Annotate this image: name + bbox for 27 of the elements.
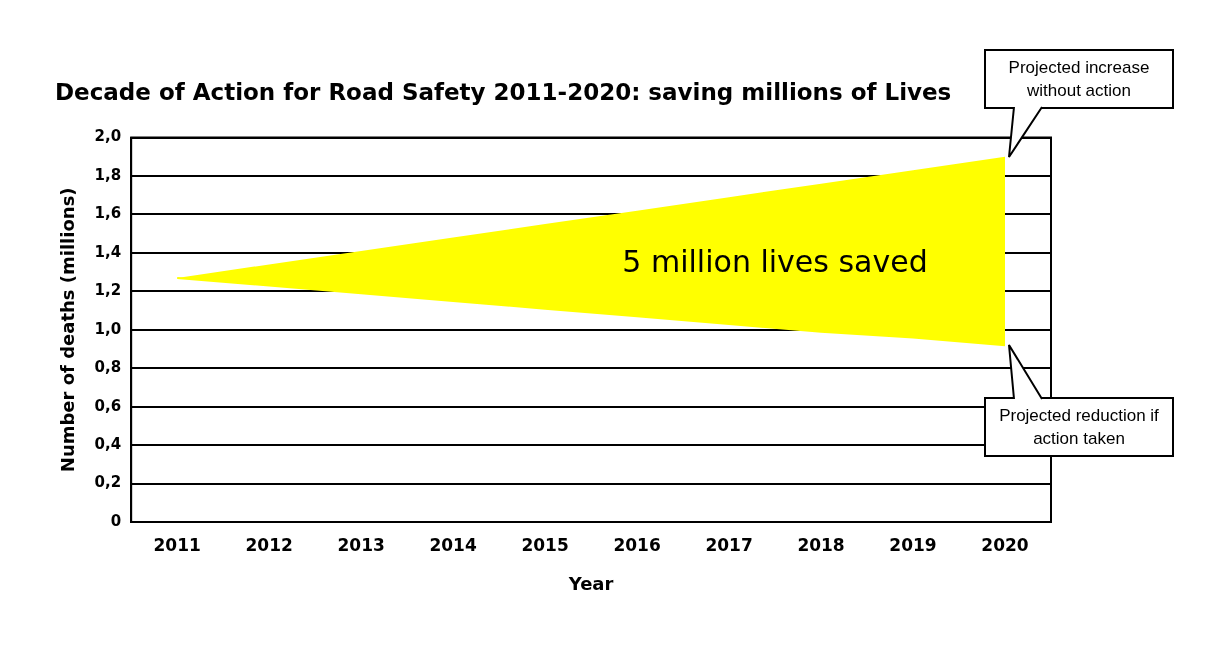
y-tick-label: 0,6 <box>94 396 122 415</box>
text: Projected increase without action <box>984 48 1174 109</box>
x-tick-label: 2018 <box>797 534 845 555</box>
x-tick-label: 2016 <box>613 534 661 555</box>
y-axis-title: Number of deaths (millions) <box>57 187 79 473</box>
chart-title: Decade of Action for Road Safety 2011-2020: saving millions of Lives <box>55 78 952 105</box>
x-axis-title: Year <box>567 572 614 594</box>
y-tick-label: 0,4 <box>94 435 122 454</box>
y-tick-label: 1,2 <box>94 281 122 300</box>
x-tick-label: 2019 <box>889 534 937 555</box>
y-tick-label: 2,0 <box>94 127 122 146</box>
x-tick-label: 2020 <box>981 534 1029 555</box>
x-tick-label: 2013 <box>337 534 385 555</box>
x-tick-label: 2011 <box>153 534 201 555</box>
x-tick-label: 2014 <box>429 534 477 555</box>
x-tick-label: 2017 <box>705 534 753 555</box>
annotation: Projected reduction if action taken <box>984 397 1174 458</box>
y-tick-label: 0 <box>110 511 122 530</box>
y-tick-label: 0,2 <box>94 473 122 492</box>
x-tick-label: 2015 <box>521 534 569 555</box>
y-tick-label: 1,0 <box>94 319 122 338</box>
y-tick-label: 1,8 <box>94 165 122 184</box>
annotation: 5 million lives saved <box>622 243 928 279</box>
x-tick-label: 2012 <box>245 534 293 555</box>
y-tick-label: 0,8 <box>94 358 122 377</box>
y-tick-label: 1,6 <box>94 204 122 223</box>
y-tick-label: 1,4 <box>94 242 122 261</box>
